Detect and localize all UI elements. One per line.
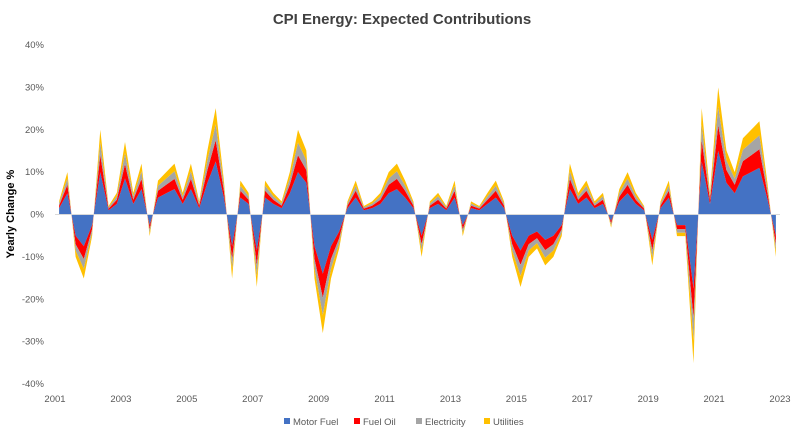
legend-swatch	[416, 418, 422, 424]
chart-title: CPI Energy: Expected Contributions	[273, 11, 531, 28]
y-tick-label: -40%	[22, 379, 45, 390]
x-tick-label: 2021	[704, 394, 725, 405]
y-tick-label: 10%	[25, 167, 45, 178]
x-tick-label: 2009	[308, 394, 329, 405]
x-tick-label: 2005	[176, 394, 197, 405]
x-tick-label: 2003	[110, 394, 131, 405]
x-tick-label: 2013	[440, 394, 461, 405]
y-tick-label: -20%	[22, 294, 45, 305]
y-tick-label: 30%	[25, 82, 45, 93]
legend-label: Motor Fuel	[293, 417, 338, 428]
x-tick-label: 2001	[44, 394, 65, 405]
x-tick-label: 2015	[506, 394, 527, 405]
series-area-motor-fuel	[59, 150, 776, 289]
legend-label: Fuel Oil	[363, 417, 396, 428]
legend-swatch	[484, 418, 490, 424]
legend-swatch	[284, 418, 290, 424]
x-tick-label: 2007	[242, 394, 263, 405]
legend: Motor Fuel Fuel Oil Electricity Utilities	[284, 417, 524, 428]
legend-label: Electricity	[425, 417, 466, 428]
x-tick-label: 2011	[374, 394, 394, 405]
x-tick-label: 2019	[638, 394, 659, 405]
y-tick-label: -10%	[22, 252, 45, 263]
y-tick-label: 0%	[30, 210, 44, 221]
legend-swatch	[354, 418, 360, 424]
legend-label: Utilities	[493, 417, 524, 428]
y-tick-label: 20%	[25, 125, 45, 136]
y-axis-label: Yearly Change %	[5, 169, 17, 258]
y-tick-label: -30%	[22, 337, 45, 348]
y-tick-label: 40%	[25, 40, 45, 51]
x-tick-label: 2023	[769, 394, 790, 405]
x-tick-label: 2017	[572, 394, 593, 405]
